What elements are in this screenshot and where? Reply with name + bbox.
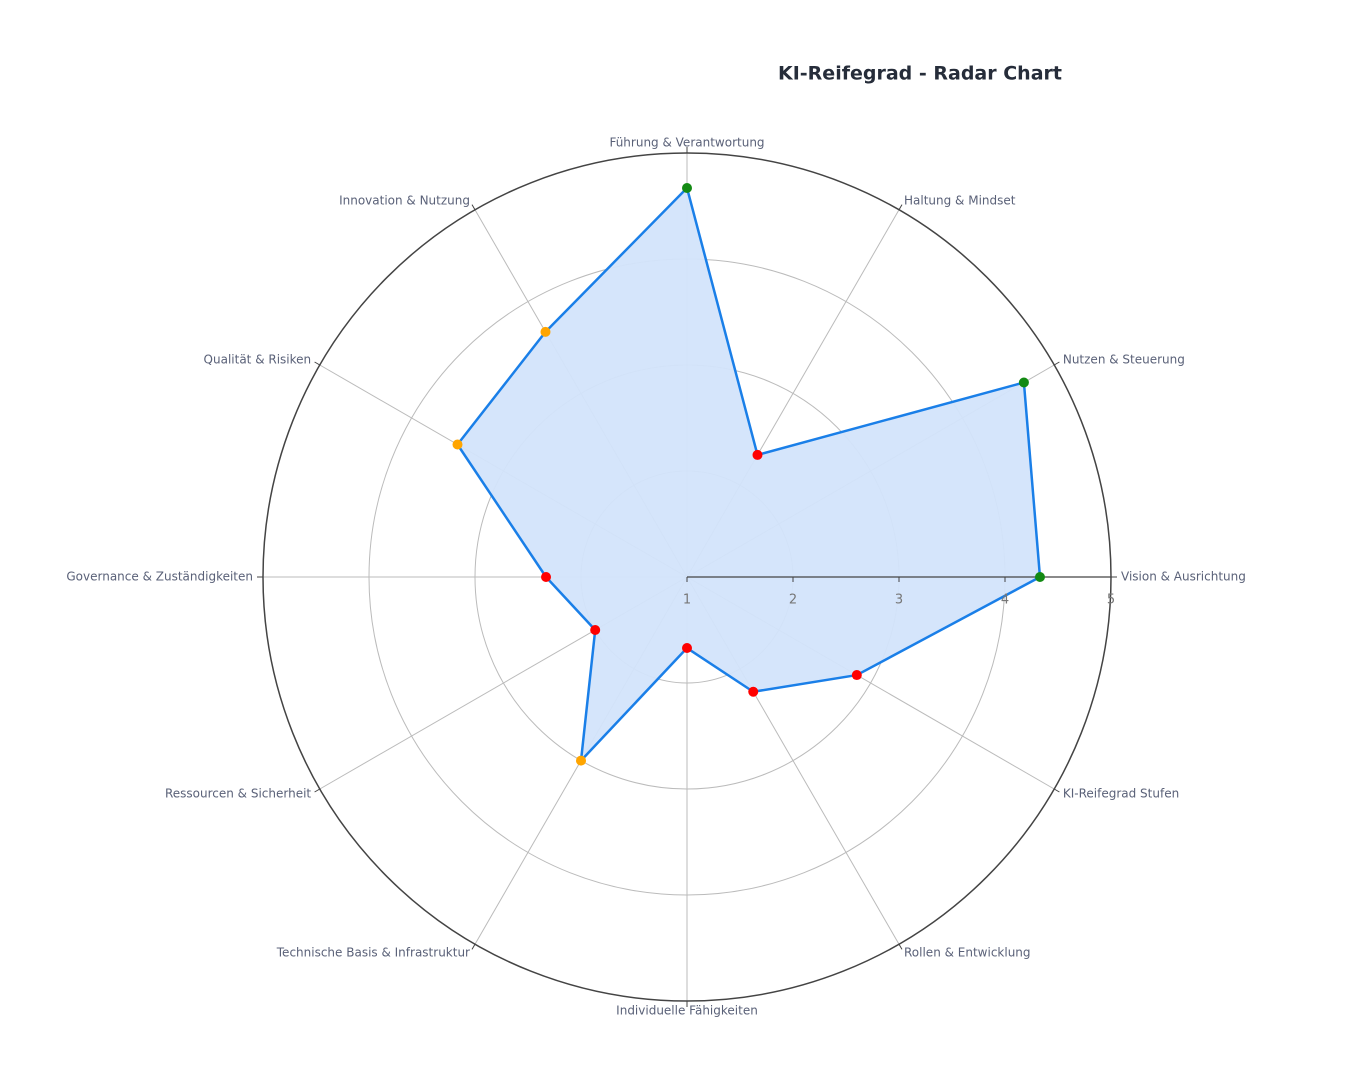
angular-label: Haltung & Mindset (904, 194, 1016, 208)
angular-tick (471, 943, 476, 950)
angular-label: Führung & Verantwortung (609, 136, 764, 150)
angular-label: KI-Reifegrad Stufen (1063, 787, 1179, 801)
radial-tick-label: 2 (789, 593, 797, 608)
data-point (752, 449, 763, 460)
angular-label: Innovation & Nutzung (339, 194, 470, 208)
angular-tick (898, 943, 903, 950)
data-point (452, 439, 463, 450)
data-point (541, 572, 552, 582)
angular-tick (471, 204, 476, 211)
radial-tick-label: 3 (895, 593, 903, 608)
data-point (576, 755, 586, 766)
chart-title: KI-Reifegrad - Radar Chart (778, 63, 1062, 85)
angular-label: Nutzen & Steuerung (1063, 353, 1185, 367)
radial-tick-label: 1 (683, 593, 691, 608)
angular-label: Ressourcen & Sicherheit (165, 787, 311, 801)
data-point (590, 625, 601, 635)
data-point (540, 326, 551, 337)
angular-tick (314, 361, 321, 366)
data-point (682, 182, 692, 193)
data-area (456, 186, 1042, 762)
data-point (1034, 572, 1045, 582)
radial-tick-label: 4 (1001, 593, 1009, 608)
data-point (1018, 377, 1029, 388)
angular-label: Technische Basis & Infrastruktur (276, 945, 470, 959)
angular-label: Vision & Ausrichtung (1121, 570, 1246, 584)
angular-tick (1053, 361, 1060, 366)
angular-label: Rollen & Entwicklung (904, 945, 1031, 959)
angular-tick (898, 204, 903, 211)
radial-tick-label: 5 (1107, 593, 1115, 608)
angular-label: Individuelle Fähigkeiten (616, 1004, 758, 1018)
data-point (748, 686, 759, 697)
data-point (851, 670, 862, 681)
angular-tick (1053, 788, 1060, 793)
angular-label: Governance & Zuständigkeiten (66, 570, 253, 584)
angular-label: Qualität & Risiken (204, 353, 312, 367)
data-point (682, 643, 692, 654)
angular-tick (314, 788, 321, 793)
